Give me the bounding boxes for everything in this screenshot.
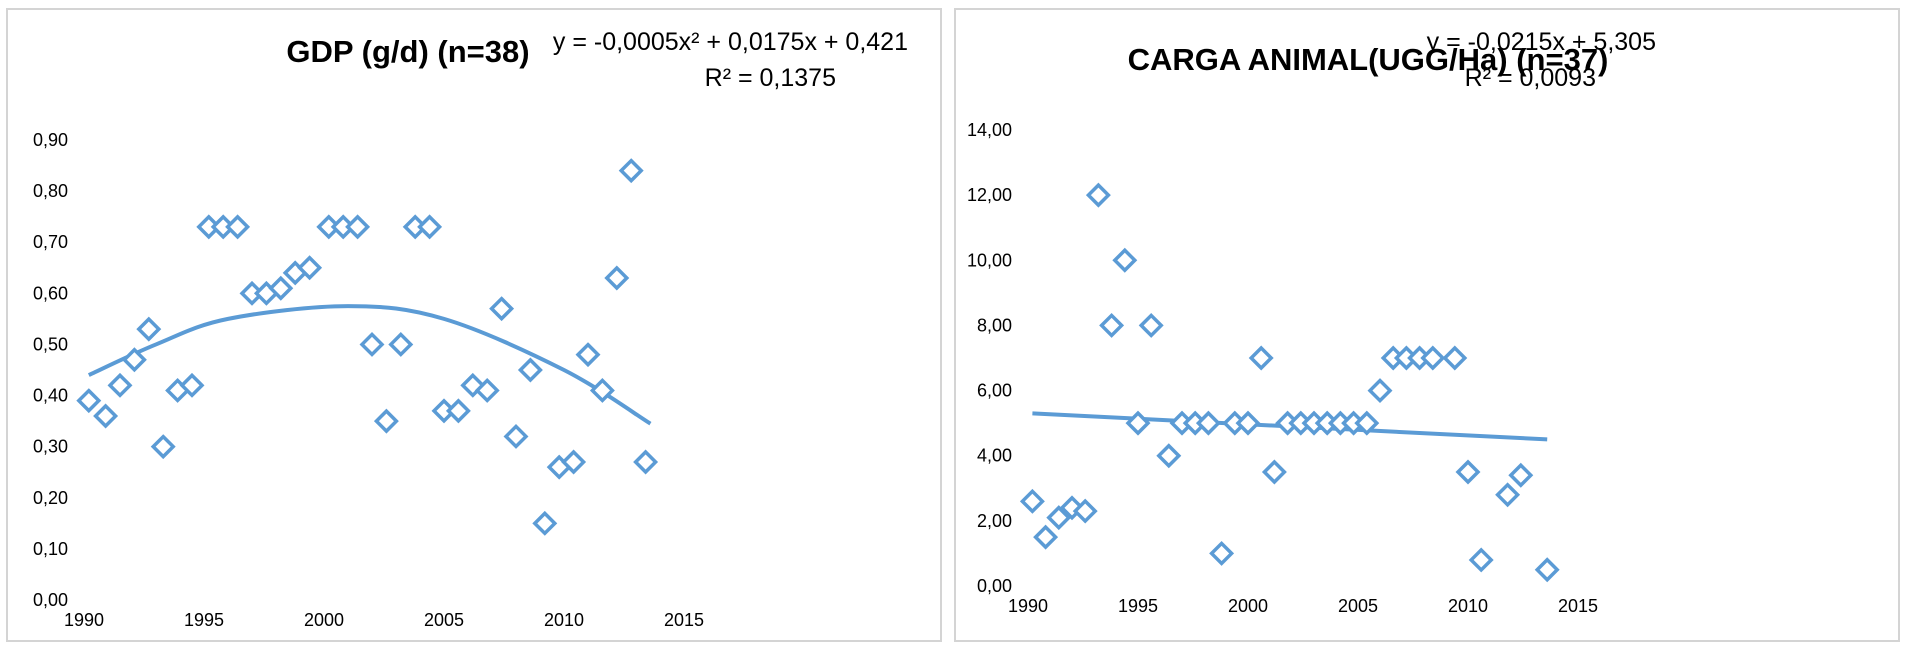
- x-tick-label: 2005: [424, 610, 464, 630]
- gdp-scatter-chart: GDP (g/d) (n=38) y = -0,0005x² + 0,0175x …: [33, 28, 908, 630]
- trendline: [87, 304, 652, 426]
- data-point: [1195, 410, 1221, 436]
- data-point: [121, 347, 147, 373]
- data-point: [150, 434, 176, 460]
- data-point: [107, 372, 133, 398]
- chart-title: CARGA ANIMAL(UGG/Ha) (n=37): [1128, 42, 1609, 77]
- x-tick-label: 1990: [1008, 596, 1048, 616]
- data-point: [1442, 345, 1468, 371]
- data-point: [1235, 410, 1261, 436]
- data-point: [1508, 462, 1534, 488]
- chart-panel-carga-animal: CARGA ANIMAL(UGG/Ha) (n=37) y = -0,0215x …: [954, 8, 1900, 642]
- carga-animal-scatter-chart: CARGA ANIMAL(UGG/Ha) (n=37)y = -0,0215x …: [967, 28, 1656, 616]
- y-tick-label: 8,00: [977, 315, 1012, 335]
- x-tick-label: 2010: [544, 610, 584, 630]
- data-point: [1354, 410, 1380, 436]
- data-point: [633, 449, 659, 475]
- x-tick-label: 2015: [664, 610, 704, 630]
- y-tick-label: 0,90: [33, 130, 68, 150]
- y-tick-label: 0,60: [33, 283, 68, 303]
- data-point: [1156, 443, 1182, 469]
- data-point: [575, 342, 601, 368]
- chart-panel-gdp: GDP (g/d) (n=38) y = -0,0005x² + 0,0175x …: [6, 8, 942, 642]
- data-point: [1420, 345, 1446, 371]
- data-point: [297, 255, 323, 281]
- data-point: [225, 214, 251, 240]
- data-point: [1455, 459, 1481, 485]
- data-point: [136, 316, 162, 342]
- data-point: [1209, 540, 1235, 566]
- data-point: [561, 449, 587, 475]
- x-tick-label: 2000: [304, 610, 344, 630]
- x-tick-label: 2005: [1338, 596, 1378, 616]
- data-point: [93, 403, 119, 429]
- data-point: [76, 388, 102, 414]
- y-tick-label: 6,00: [977, 381, 1012, 401]
- data-point: [1138, 312, 1164, 338]
- y-tick-label: 0,00: [977, 576, 1012, 596]
- y-tick-label: 14,00: [967, 120, 1012, 140]
- data-point: [1019, 488, 1045, 514]
- data-point: [489, 296, 515, 322]
- data-point: [1125, 410, 1151, 436]
- y-tick-label: 0,30: [33, 437, 68, 457]
- data-point: [388, 331, 414, 357]
- data-point: [503, 423, 529, 449]
- y-tick-label: 2,00: [977, 511, 1012, 531]
- data-point: [589, 377, 615, 403]
- data-point: [345, 214, 371, 240]
- data-point: [1495, 482, 1521, 508]
- data-point: [1468, 547, 1494, 573]
- data-point: [532, 510, 558, 536]
- data-point: [1085, 182, 1111, 208]
- data-point: [445, 398, 471, 424]
- data-point: [179, 372, 205, 398]
- data-point: [1099, 312, 1125, 338]
- data-point: [417, 214, 443, 240]
- trendline-r-squared: R² = 0,1375: [705, 64, 836, 92]
- y-tick-label: 12,00: [967, 185, 1012, 205]
- data-point: [618, 158, 644, 184]
- y-tick-label: 10,00: [967, 250, 1012, 270]
- data-point: [1261, 459, 1287, 485]
- x-tick-label: 1995: [184, 610, 224, 630]
- data-point: [1534, 557, 1560, 583]
- data-point: [1033, 524, 1059, 550]
- data-point: [1112, 247, 1138, 273]
- data-point: [1046, 505, 1072, 531]
- data-point: [1072, 498, 1098, 524]
- y-tick-label: 4,00: [977, 446, 1012, 466]
- data-point: [268, 275, 294, 301]
- y-tick-label: 0,70: [33, 232, 68, 252]
- trendline-equation: y = -0,0005x² + 0,0175x + 0,421: [553, 28, 908, 56]
- data-point: [474, 377, 500, 403]
- y-tick-label: 0,80: [33, 181, 68, 201]
- x-tick-label: 2010: [1448, 596, 1488, 616]
- y-tick-label: 0,00: [33, 590, 68, 610]
- x-tick-label: 2000: [1228, 596, 1268, 616]
- trendline-r-squared: R² = 0,0093: [1465, 64, 1596, 92]
- y-tick-label: 0,20: [33, 488, 68, 508]
- y-tick-label: 0,50: [33, 334, 68, 354]
- x-tick-label: 1990: [64, 610, 104, 630]
- data-point: [517, 357, 543, 383]
- trendline-equation: y = -0,0215x + 5,305: [1427, 28, 1656, 56]
- chart-title: GDP (g/d) (n=38): [286, 34, 529, 69]
- data-point: [373, 408, 399, 434]
- x-tick-label: 2015: [1558, 596, 1598, 616]
- y-tick-label: 0,40: [33, 386, 68, 406]
- data-point: [1367, 378, 1393, 404]
- y-tick-label: 0,10: [33, 539, 68, 559]
- data-point: [359, 331, 385, 357]
- data-point: [604, 265, 630, 291]
- data-point: [1248, 345, 1274, 371]
- x-tick-label: 1995: [1118, 596, 1158, 616]
